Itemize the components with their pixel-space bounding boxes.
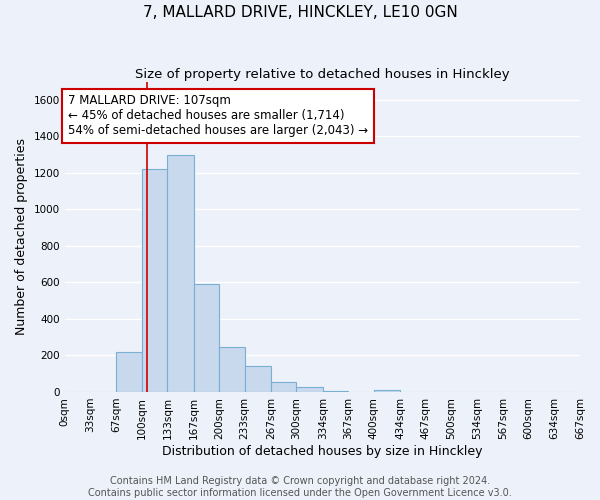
Bar bbox=[219, 347, 245, 392]
Bar bbox=[323, 391, 348, 392]
Bar bbox=[194, 284, 219, 392]
Text: 7, MALLARD DRIVE, HINCKLEY, LE10 0GN: 7, MALLARD DRIVE, HINCKLEY, LE10 0GN bbox=[143, 5, 457, 20]
Text: 7 MALLARD DRIVE: 107sqm
← 45% of detached houses are smaller (1,714)
54% of semi: 7 MALLARD DRIVE: 107sqm ← 45% of detache… bbox=[68, 94, 368, 138]
Title: Size of property relative to detached houses in Hinckley: Size of property relative to detached ho… bbox=[135, 68, 509, 80]
Bar bbox=[296, 388, 323, 392]
X-axis label: Distribution of detached houses by size in Hinckley: Distribution of detached houses by size … bbox=[162, 444, 482, 458]
Y-axis label: Number of detached properties: Number of detached properties bbox=[15, 138, 28, 336]
Bar bbox=[142, 170, 167, 392]
Bar bbox=[271, 382, 296, 392]
Bar bbox=[245, 366, 271, 392]
Bar bbox=[167, 154, 194, 392]
Bar bbox=[116, 352, 142, 392]
Text: Contains HM Land Registry data © Crown copyright and database right 2024.
Contai: Contains HM Land Registry data © Crown c… bbox=[88, 476, 512, 498]
Bar bbox=[374, 390, 400, 392]
